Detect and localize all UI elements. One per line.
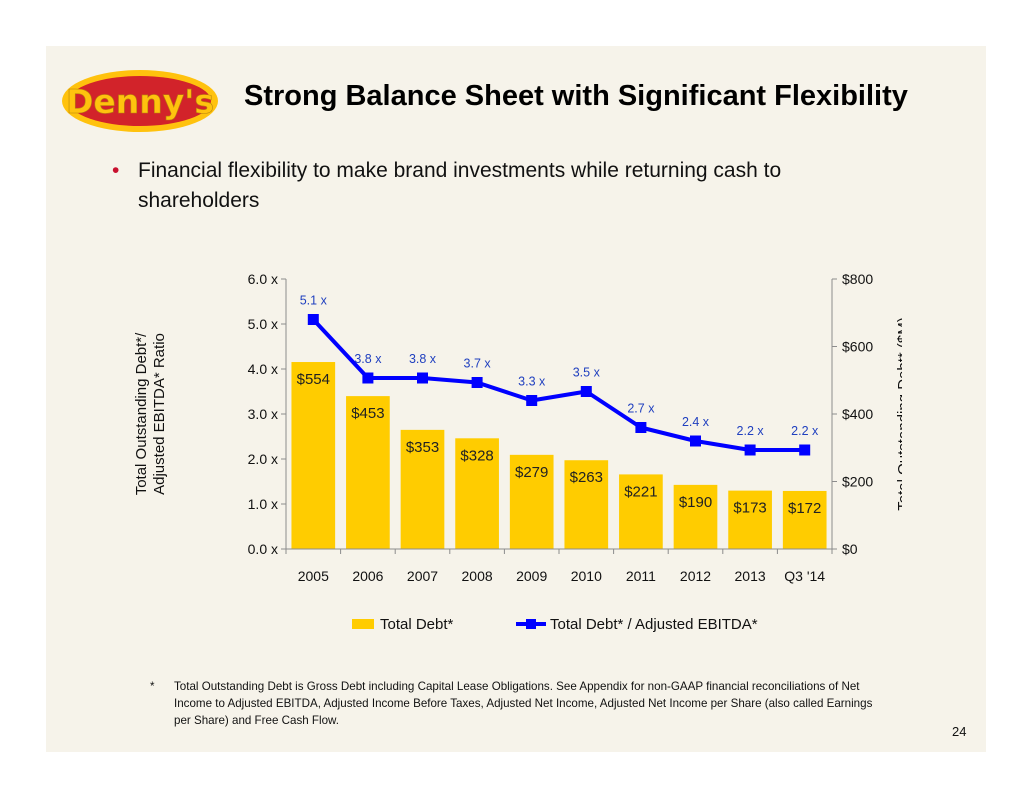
logo-wordmark: Denny's	[66, 82, 214, 121]
bar-2011	[619, 474, 663, 549]
ratio-marker-2007	[417, 372, 428, 384]
left-tick-label: 5.0 x	[248, 316, 278, 332]
data-labels: $554 $453 $353 $328 $279 $263 $221 $190 $173 $172…	[297, 294, 822, 517]
logo-oval-red	[69, 76, 211, 126]
right-tick-label: $600	[842, 339, 873, 355]
page-number: 24	[952, 724, 967, 739]
footnote-text: Total Outstanding Debt is Gross Debt inc…	[174, 680, 873, 727]
right-axis-title: Total Outstanding Debt* ($M)	[895, 317, 902, 510]
line-series	[307, 314, 811, 456]
x-tick-label: 2006	[352, 568, 383, 584]
debt-chart: 0.0 x 1.0 x 2.0 x 3.0 x 4.0 x 5.0 x 6.0 x $0 $20…	[133, 271, 902, 633]
x-tick-label: 2008	[462, 568, 493, 584]
ratio-marker-2010	[580, 386, 592, 397]
bar-value-label: $453	[351, 405, 384, 422]
x-tick-label: 2011	[626, 568, 656, 584]
bullet-item: • Financial flexibility to make brand in…	[112, 156, 892, 216]
x-tick-label: 2012	[680, 568, 711, 584]
ratio-marker-2011	[635, 422, 647, 433]
bar-2013	[728, 490, 772, 549]
bar-Q3 '14	[782, 490, 827, 549]
ratio-value-label: 2.2 x	[791, 424, 819, 438]
ratio-value-label: 2.2 x	[737, 424, 765, 438]
legend-bar-swatch	[352, 619, 374, 629]
ratio-value-label: 2.7 x	[627, 402, 655, 416]
bar-value-label: $221	[624, 483, 657, 500]
left-tick-label: 3.0 x	[248, 406, 278, 422]
right-tick-label: $0	[842, 541, 858, 557]
bar-value-label: $172	[788, 500, 821, 517]
dennys-logo: Denny's	[62, 70, 218, 132]
ratio-value-label: 3.7 x	[464, 357, 492, 371]
right-tick-label: $800	[842, 271, 873, 287]
bullet-text: Financial flexibility to make brand inve…	[138, 159, 782, 212]
bar-2008	[455, 438, 499, 549]
ratio-marker-2012	[690, 435, 701, 447]
legend-line-marker	[526, 619, 536, 629]
footnote: * Total Outstanding Debt is Gross Debt i…	[150, 678, 890, 729]
left-tick-label: 2.0 x	[248, 451, 278, 467]
axes: 0.0 x 1.0 x 2.0 x 3.0 x 4.0 x 5.0 x 6.0 x $0 $20…	[133, 271, 902, 584]
left-axis-title-line2: Adjusted EBITDA* Ratio	[151, 333, 168, 495]
ratio-value-label: 5.1 x	[300, 294, 328, 308]
x-tick-label: 2007	[407, 568, 438, 584]
x-tick-label: Q3 '14	[784, 568, 825, 584]
legend-bar-label: Total Debt*	[380, 616, 454, 633]
bar-value-label: $173	[733, 500, 766, 517]
left-tick-label: 0.0 x	[248, 541, 278, 557]
bar-series	[291, 362, 827, 549]
bar-2006	[346, 396, 390, 549]
x-tick-label: 2013	[735, 568, 766, 584]
bar-2007	[400, 429, 445, 549]
left-tick-label: 1.0 x	[248, 496, 278, 512]
ratio-value-label: 3.8 x	[354, 352, 382, 366]
right-tick-label: $400	[842, 406, 873, 422]
left-axis-title-line1: Total Outstanding Debt*/	[133, 332, 150, 495]
bar-value-label: $554	[297, 371, 330, 388]
ratio-value-label: 3.5 x	[573, 366, 601, 380]
ratio-marker-Q3 '14	[799, 444, 811, 456]
chart-legend: Total Debt* Total Debt* / Adjusted EBITDA…	[352, 616, 758, 633]
ratio-marker-2006	[362, 372, 374, 384]
bar-value-label: $353	[406, 439, 439, 456]
bar-value-label: $328	[460, 447, 493, 464]
bar-2009	[509, 454, 554, 549]
x-tick-label: 2010	[571, 568, 602, 584]
bar-2010	[564, 460, 609, 549]
ratio-marker-2009	[526, 395, 538, 406]
left-tick-label: 6.0 x	[248, 271, 278, 287]
x-tick-label: 2005	[298, 568, 329, 584]
bar-value-label: $263	[570, 469, 603, 486]
ratio-value-label: 3.8 x	[409, 352, 437, 366]
bar-2012	[673, 484, 718, 549]
x-tick-label: 2009	[516, 568, 547, 584]
ratio-marker-2005	[307, 314, 319, 325]
ratio-value-label: 2.4 x	[682, 415, 710, 429]
ratio-marker-2013	[744, 444, 756, 456]
left-tick-label: 4.0 x	[248, 361, 278, 377]
footnote-marker: *	[150, 680, 155, 693]
slide: Denny's Strong Balance Sheet with Signif…	[46, 46, 986, 752]
ratio-line	[311, 318, 805, 452]
ratio-marker-2008	[471, 377, 483, 388]
ratio-value-label: 3.3 x	[518, 375, 546, 389]
bar-2005	[291, 362, 336, 549]
bar-value-label: $279	[515, 464, 548, 481]
slide-title: Strong Balance Sheet with Significant Fl…	[244, 80, 908, 112]
right-tick-label: $200	[842, 474, 873, 490]
legend-line-label: Total Debt* / Adjusted EBITDA*	[550, 616, 758, 633]
bar-value-label: $190	[679, 494, 712, 511]
bullet-dot-icon: •	[112, 159, 120, 182]
